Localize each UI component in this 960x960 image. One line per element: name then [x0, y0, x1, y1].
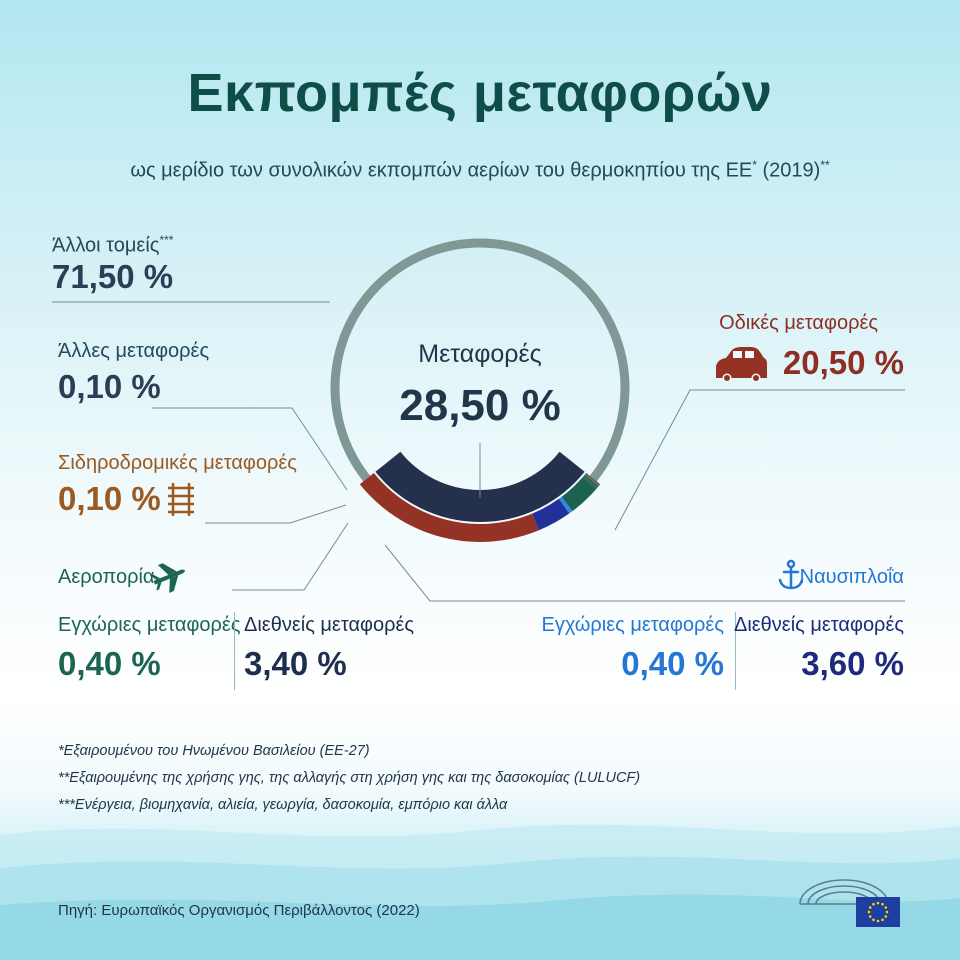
- flag-star: [881, 918, 884, 922]
- anchor-icon: [778, 559, 804, 590]
- wave-front: [0, 894, 960, 960]
- other-sectors-name: Άλλοι τομείς: [52, 234, 160, 257]
- car-icon: [716, 347, 767, 383]
- flag-star: [884, 915, 888, 918]
- label-shipping: Ναυσιπλοΐα: [799, 566, 904, 588]
- value-aviation-domestic: 0,40 %: [58, 645, 161, 682]
- value-road: 20,50 %: [782, 344, 904, 381]
- flag-star: [868, 915, 872, 918]
- value-other-transport: 0,10 %: [58, 368, 161, 405]
- segment-breakdown-2: [531, 498, 570, 531]
- subtitle-note-mark: *: [752, 158, 757, 172]
- airplane-icon: [150, 563, 185, 593]
- flag-star: [885, 910, 889, 914]
- flag-star: [876, 901, 880, 905]
- label-shipping-domestic: Εγχώριες μεταφορές: [541, 614, 725, 636]
- leader-shipping: [384, 544, 905, 602]
- segment-other-sectors: [330, 238, 630, 482]
- center-label: Μεταφορές: [418, 340, 542, 368]
- flag-star: [868, 906, 872, 909]
- footnotes: *Εξαιρουμένου του Ηνωμένου Βασιλείου (ΕΕ…: [58, 738, 640, 819]
- segment-breakdown-3: [558, 496, 573, 514]
- label-other-sectors: Άλλοι τομείς***: [52, 233, 173, 258]
- value-aviation-international: 3,40 %: [244, 645, 347, 682]
- segment-breakdown-1: [359, 472, 539, 542]
- subtitle-year: (2019): [756, 159, 821, 182]
- flag-star: [867, 910, 871, 914]
- label-aviation-domestic: Εγχώριες μεταφορές: [58, 614, 241, 636]
- segment-breakdown-7: [585, 473, 601, 486]
- subtitle-text: ως μερίδιο των συνολικών εκπομπών αερίων…: [130, 159, 753, 182]
- segment-breakdown-4: [561, 476, 597, 512]
- label-aviation: Αεροπορία: [58, 566, 155, 588]
- footnote-2: **Εξαιρουμένης της χρήσης γης, της αλλαγ…: [58, 770, 641, 786]
- page-title: Εκπομπές μεταφορών: [187, 63, 773, 123]
- other-sectors-note-mark: ***: [159, 233, 174, 247]
- leader-aviation: [232, 522, 349, 591]
- flag-star: [881, 902, 884, 906]
- subtitle: ως μερίδιο των συνολικών εκπομπών αερίων…: [0, 158, 960, 183]
- label-road: Οδικές μεταφορές: [719, 312, 878, 334]
- value-shipping-domestic: 0,40 %: [621, 645, 724, 682]
- label-other-transport: Άλλες μεταφορές: [58, 340, 210, 362]
- divider-aviation: [234, 612, 235, 690]
- flag-star: [876, 919, 880, 923]
- flag-star: [884, 906, 888, 909]
- label-aviation-international: Διεθνείς μεταφορές: [244, 614, 415, 636]
- label-shipping-international: Διεθνείς μεταφορές: [733, 614, 904, 636]
- footnote-1: *Εξαιρουμένου του Ηνωμένου Βασιλείου (ΕΕ…: [58, 743, 370, 759]
- center-value: 28,50 %: [399, 381, 561, 430]
- source-note: Πηγή: Ευρωπαϊκός Οργανισμός Περιβάλλοντο…: [58, 902, 420, 919]
- leader-rail: [205, 504, 347, 524]
- value-shipping-international: 3,60 %: [801, 645, 904, 682]
- eu-flag-icon: [856, 897, 900, 927]
- divider-shipping: [735, 612, 736, 690]
- subtitle-note-mark-2: **: [820, 158, 830, 172]
- value-other-sectors: 71,50 %: [52, 258, 174, 295]
- segment-breakdown-5: [582, 474, 599, 489]
- leader-road: [614, 389, 905, 531]
- segment-breakdown-6: [585, 473, 600, 486]
- rail-track-icon: [168, 483, 194, 516]
- value-rail: 0,10 %: [58, 480, 161, 517]
- flag-star: [872, 902, 875, 906]
- label-rail: Σιδηροδρομικές μεταφορές: [58, 452, 297, 474]
- flag-star: [872, 918, 875, 922]
- leader-other-transport: [152, 407, 348, 491]
- footnote-3: ***Ενέργεια, βιομηχανία, αλιεία, γεωργία…: [58, 797, 508, 813]
- leader-lines: [52, 301, 905, 602]
- segment-transport-total: [375, 451, 585, 522]
